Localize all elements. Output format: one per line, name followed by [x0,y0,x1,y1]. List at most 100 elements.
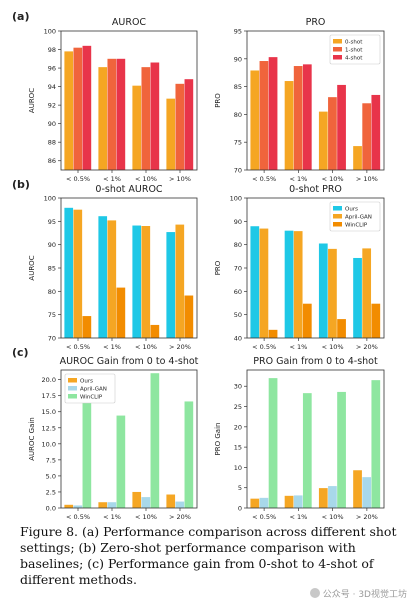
bar [98,216,108,338]
y-tick-label: 90 [48,120,56,128]
row-label-c: (c) [12,346,29,359]
y-tick-label: 80 [234,241,242,249]
bar [328,248,337,338]
bar [259,228,269,338]
x-tick-label: < 10% [322,513,344,520]
legend-label: WinCLIP [345,223,368,229]
x-tick-label: < 1% [289,343,307,351]
y-tick-label: 85 [48,265,56,273]
bar [150,373,160,508]
y-tick-label: 98 [48,46,56,54]
y-tick-label: 5 [238,484,242,492]
bar [371,94,381,170]
bar [362,477,372,508]
bar [302,393,312,508]
y-tick-label: 20 [234,423,242,431]
bar [107,220,117,338]
x-tick-label: < 1% [289,513,307,520]
y-axis-label: PRO [214,260,222,275]
bar [141,67,151,170]
y-tick-label: 10 [234,464,242,472]
bar [302,303,312,338]
bar [116,415,126,508]
x-tick-label: < 0.5% [252,343,276,351]
bar [141,226,151,338]
bar [268,57,278,170]
y-tick-label: 96 [48,65,56,73]
y-tick-label: 92 [48,102,56,110]
legend-label: 4-shot [345,56,363,62]
y-tick-label: 7.5 [46,456,56,464]
row-label-a: (a) [12,10,29,23]
bar [132,85,142,170]
y-tick-label: 94 [48,83,56,91]
y-tick-label: 20.0 [42,376,56,384]
chart-auroc-gain: AUROC Gain from 0 to 4-shot AUROC Gain 0.0… [28,356,199,520]
bar [107,502,117,508]
bar [73,47,83,170]
plot-frame [60,30,198,171]
bar [268,378,278,508]
bar [82,316,92,338]
bar [259,497,269,508]
row-label-b: (b) [12,178,30,191]
legend-swatch [68,394,77,399]
legend-label: Ours [345,207,358,213]
legend-swatch [333,39,342,44]
y-tick-label: 10.0 [42,440,56,448]
y-tick-label: 5.0 [46,472,56,480]
x-tick-label: < 10% [135,513,157,520]
bar [98,67,108,170]
figure-caption: Figure 8. (a) Performance comparison acr… [20,524,397,587]
bar [141,497,151,508]
legend-swatch [68,378,77,383]
bar [150,324,160,338]
y-tick-label: 95 [234,28,242,36]
y-tick-label: 85 [234,83,242,91]
chart-title: AUROC Gain from 0 to 4-shot [60,356,199,367]
y-tick-label: 80 [234,111,242,119]
y-tick-label: 100 [44,195,56,203]
y-tick-label: 12.5 [42,424,56,432]
y-tick-label: 90 [234,55,242,63]
y-tick-label: 70 [234,265,242,273]
y-tick-label: 90 [234,218,242,226]
x-tick-label: < 1% [103,175,121,183]
wechat-icon [309,588,320,598]
legend: Ours April-GAN WinCLIP [64,373,116,404]
x-tick-label: < 0.5% [252,175,276,183]
x-tick-label: < 10% [322,175,344,183]
chart-zero-shot-auroc: 0-shot AUROC AUROC 70 75 80 85 90 95 100 < 0.5% < … [28,184,198,351]
chart-title: PRO [306,17,326,28]
bar [132,225,142,338]
bar [64,207,74,338]
x-tick-label: > 20% [356,343,378,351]
y-tick-label: 90 [48,241,56,249]
y-tick-label: 86 [48,157,56,165]
bar [353,146,362,170]
y-tick-label: 60 [234,288,242,296]
bar [166,232,176,338]
bar [353,470,362,508]
bar [73,505,83,508]
chart-pro-shots: PRO PRO 70 75 80 85 90 95 < 0.5% < 1% < 10% > 10% 0-… [214,17,385,183]
bar [362,103,372,170]
x-tick-label: > 20% [169,513,191,520]
plot-frame [246,369,385,509]
chart-pro-gain: PRO Gain from 0 to 4-shot PRO Gain 0 5 10 15 2… [214,356,385,520]
y-tick-label: 40 [234,335,242,343]
bar [362,248,372,338]
y-tick-label: 95 [48,218,56,226]
bar [64,504,74,508]
bar [132,491,142,508]
y-tick-label: 0 [238,505,242,513]
legend-swatch [333,47,342,52]
y-tick-label: 70 [234,167,242,175]
bar [328,486,337,508]
bar [107,58,117,170]
y-axis-label: PRO [214,93,222,108]
bar [328,97,337,170]
x-tick-label: > 10% [356,175,378,183]
y-axis-label: AUROC [28,88,36,113]
chart-zero-shot-pro: 0-shot PRO PRO 40 50 60 70 80 90 100 < 0.5% < 1% < … [214,184,385,351]
